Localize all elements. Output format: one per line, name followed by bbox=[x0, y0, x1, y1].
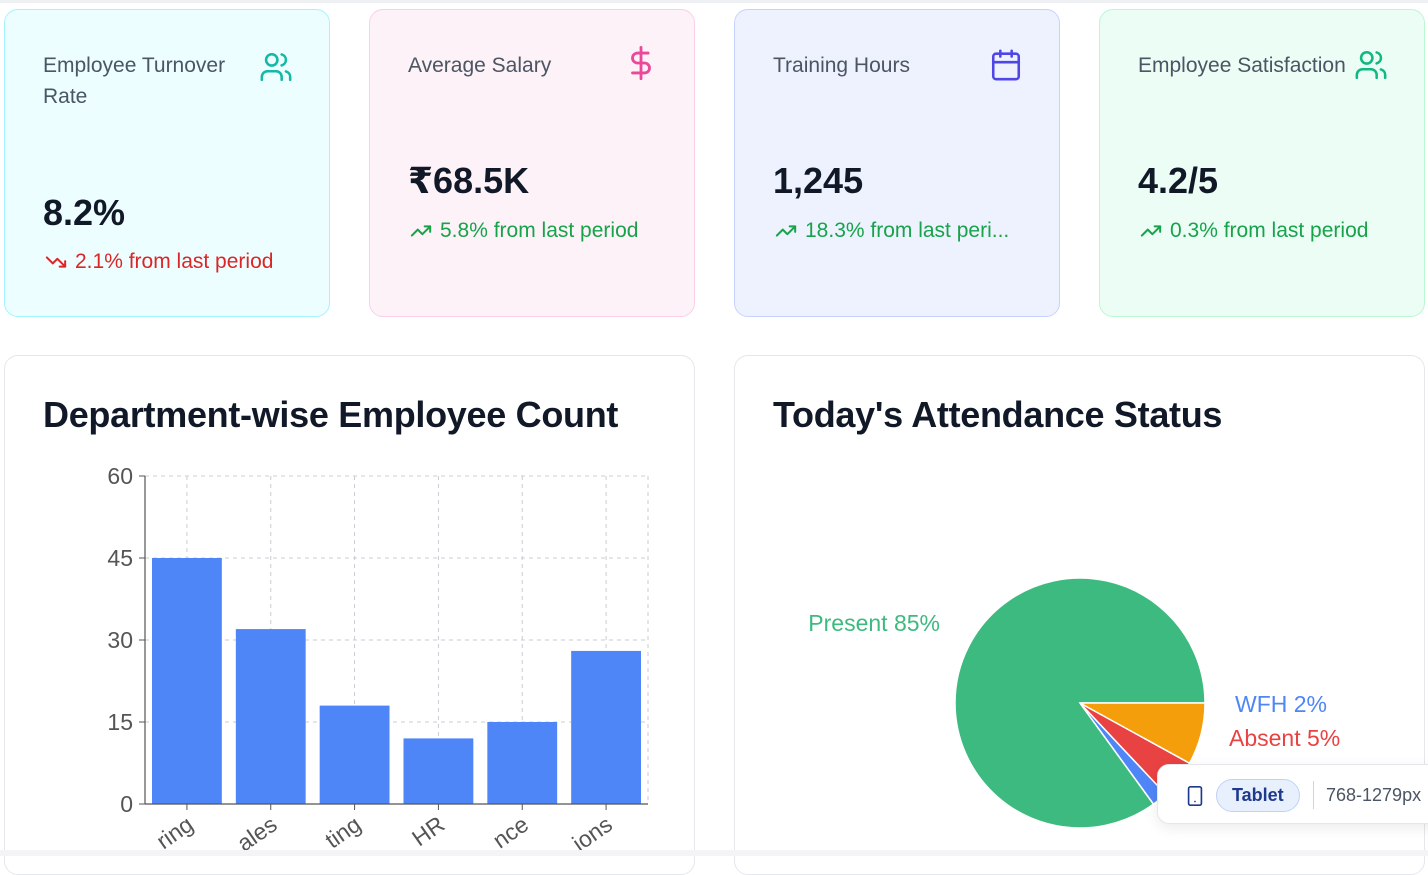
kpi-title: Employee Satisfaction bbox=[1138, 54, 1346, 77]
bar-sales[interactable] bbox=[235, 629, 306, 804]
kpi-card-turnover: Employee Turnover Rate 8.2% 2.1% from la… bbox=[4, 9, 330, 317]
bar-engineering[interactable] bbox=[152, 558, 222, 804]
users-icon bbox=[1355, 50, 1387, 80]
breakpoint-range: 768-1279px bbox=[1326, 785, 1422, 805]
kpi-card-salary: Average Salary ₹68.5K 5.8% from last per… bbox=[369, 9, 695, 317]
trending-up-icon bbox=[1140, 225, 1162, 237]
kpi-value: 4.2/5 bbox=[1138, 160, 1219, 201]
pie-label: Present 85% bbox=[808, 610, 940, 636]
kpi-value: 1,245 bbox=[773, 160, 864, 201]
bar-operations[interactable] bbox=[571, 650, 641, 804]
kpi-title: Average Salary bbox=[408, 54, 552, 77]
y-tick-label: 30 bbox=[107, 627, 133, 653]
panel-title: Department-wise Employee Count bbox=[43, 394, 619, 435]
y-tick-label: 60 bbox=[107, 463, 133, 489]
pie-label: Absent 5% bbox=[1229, 725, 1340, 751]
kpi-trend: 18.3% from last peri... bbox=[773, 219, 1009, 243]
y-tick-label: 0 bbox=[120, 791, 133, 817]
page-bottom-edge bbox=[0, 850, 1428, 856]
panel-title: Today's Attendance Status bbox=[773, 394, 1223, 435]
bar-marketing[interactable] bbox=[319, 705, 390, 804]
trending-up-icon bbox=[775, 225, 797, 237]
breakpoint-badge: Tablet bbox=[1216, 779, 1300, 812]
pie-label: WFH 2% bbox=[1235, 691, 1327, 717]
bar-finance[interactable] bbox=[487, 722, 558, 804]
tablet-icon bbox=[1187, 786, 1203, 806]
dollar-icon bbox=[631, 46, 651, 80]
kpi-trend-text: 5.8% from last period bbox=[440, 219, 639, 242]
users-icon bbox=[260, 52, 292, 82]
kpi-value: ₹68.5K bbox=[408, 160, 530, 201]
kpi-trend: 0.3% from last period bbox=[1138, 219, 1368, 243]
kpi-title: Employee Turnover Rate bbox=[43, 54, 226, 108]
kpi-trend: 2.1% from last period bbox=[43, 250, 273, 274]
y-tick-label: 15 bbox=[107, 709, 133, 735]
kpi-card-training: Training Hours 1,245 18.3% from last per… bbox=[734, 9, 1060, 317]
kpi-trend-text: 2.1% from last period bbox=[75, 250, 274, 273]
pie-slice-other[interactable] bbox=[1079, 702, 1206, 765]
kpi-value: 8.2% bbox=[43, 192, 126, 233]
calendar-icon bbox=[991, 49, 1021, 81]
trending-down-icon bbox=[45, 256, 67, 268]
kpi-trend-text: 18.3% from last peri... bbox=[805, 219, 1010, 242]
trending-up-icon bbox=[410, 225, 432, 237]
y-tick-label: 45 bbox=[107, 545, 133, 571]
kpi-card-satisfaction: Employee Satisfaction 4.2/5 0.3% from la… bbox=[1099, 9, 1425, 317]
kpi-title: Training Hours bbox=[773, 54, 910, 77]
bar-hr[interactable] bbox=[403, 738, 474, 804]
breakpoint-indicator: Tablet 768-1279px bbox=[1157, 764, 1428, 824]
kpi-trend-text: 0.3% from last period bbox=[1170, 219, 1369, 242]
top-border bbox=[0, 0, 1428, 3]
attendance-pie-chart: Present 85% WFH 2% Absent 5% bbox=[808, 577, 1340, 829]
divider bbox=[1313, 781, 1314, 809]
kpi-trend: 5.8% from last period bbox=[408, 219, 638, 243]
